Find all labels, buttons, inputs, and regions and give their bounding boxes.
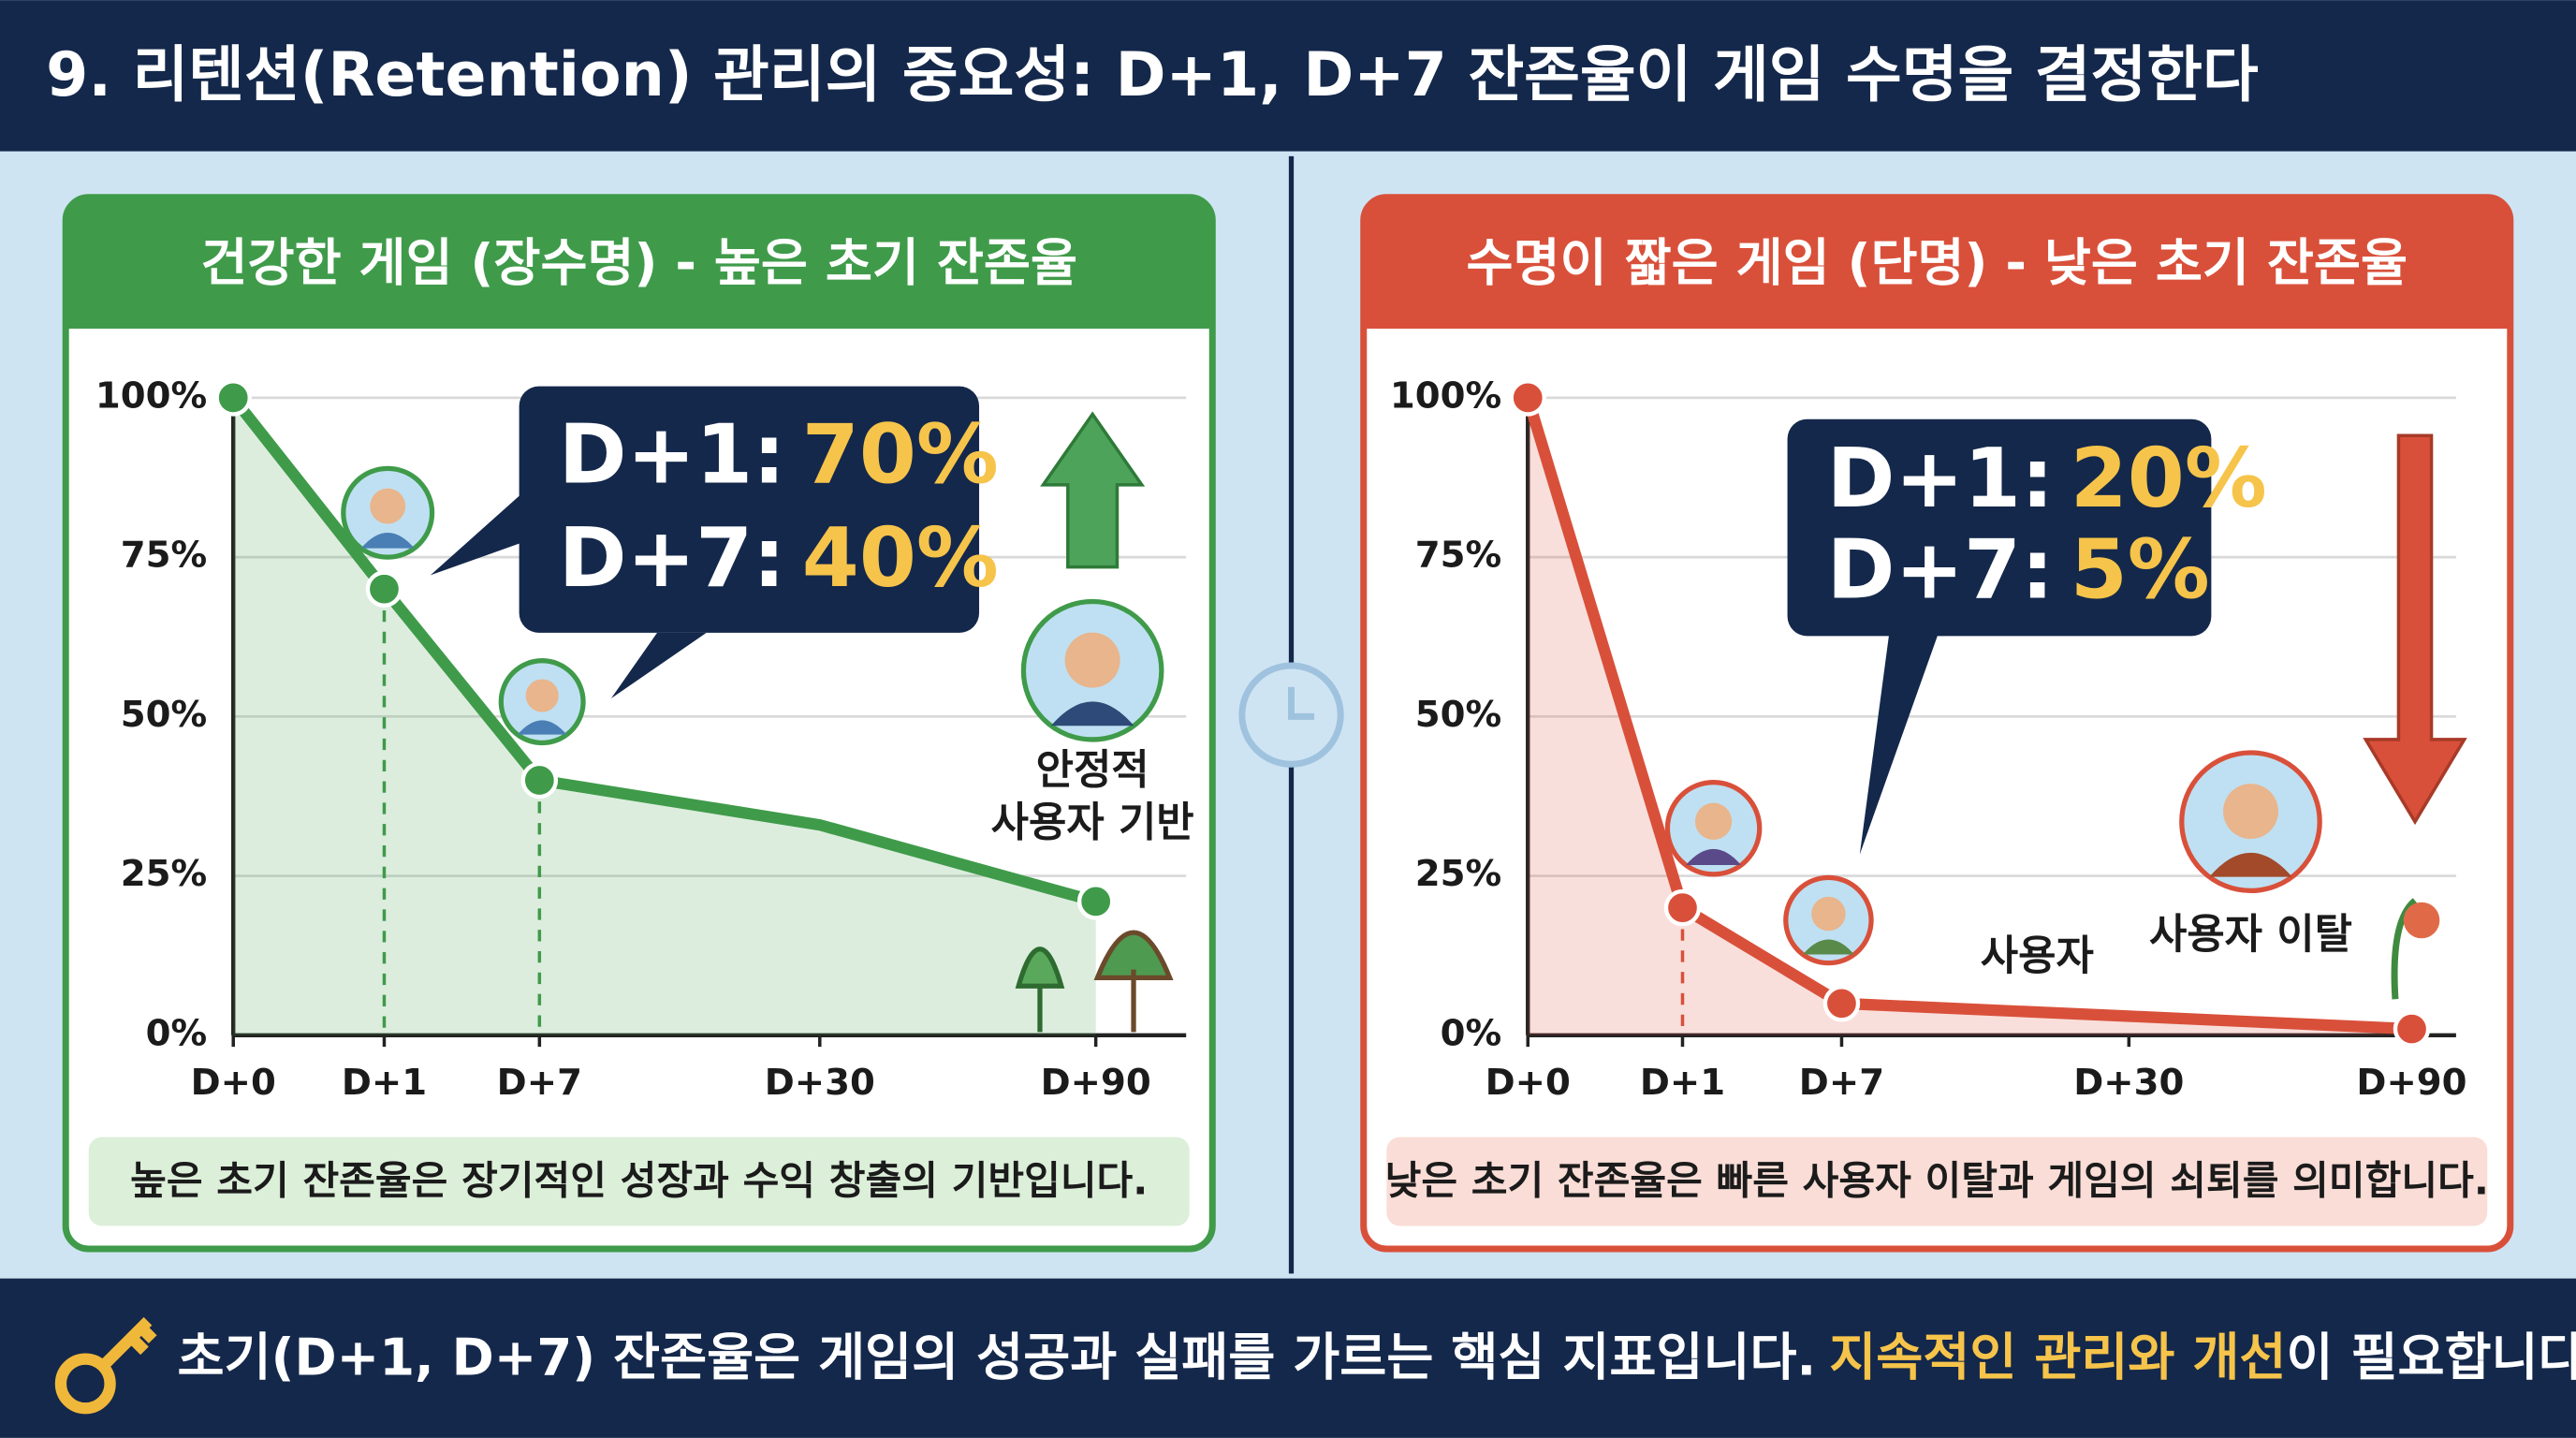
callout-label: D+1:	[1827, 431, 2055, 526]
trend-arrow	[2363, 433, 2467, 826]
point	[1076, 883, 1115, 920]
y-tick-label: 50%	[121, 694, 207, 736]
person-head	[1694, 802, 1733, 840]
x-tick-label: D+90	[2356, 1062, 2466, 1104]
panel-title-band	[66, 197, 1213, 330]
clock-hands	[1288, 686, 1315, 720]
tree	[1093, 930, 1174, 1033]
point	[365, 570, 403, 608]
callout-line: D+7: 40%	[559, 510, 999, 606]
footer-tail: 이 필요합니다.	[2286, 1328, 2576, 1387]
y-tick-label: 0%	[146, 1012, 208, 1054]
callout-value: 40%	[802, 510, 999, 606]
callout-value: 20%	[2071, 431, 2267, 526]
footer-highlight: 지속적인 관리와 개선	[1829, 1328, 2286, 1387]
annotation: 안정적	[1036, 746, 1149, 794]
person-body	[2209, 852, 2292, 877]
annotation: 사용자	[1981, 932, 2094, 979]
panel-title-band	[1363, 197, 2510, 330]
area-fill	[1528, 397, 2412, 1035]
person-body	[360, 533, 415, 549]
footer-main: 초기(D+1, D+7) 잔존율은 게임의 성공과 실패를 가르는 핵심 지표입…	[178, 1328, 1817, 1387]
person-head	[525, 679, 559, 712]
callout-value: 70%	[802, 406, 999, 502]
chart-note: 낮은 초기 잔존율은 빠른 사용자 이탈과 게임의 쇠퇴를 의미합니다.	[1385, 1157, 2489, 1203]
callout-tail	[1859, 632, 1939, 855]
person-body	[517, 720, 567, 735]
x-tick-label: D+1	[1640, 1062, 1725, 1104]
x-tick-label: D+90	[1041, 1062, 1151, 1104]
area-fill	[233, 397, 1096, 1035]
wilted-flower	[2391, 898, 2418, 1000]
chart-title: 수명이 짧은 게임 (단명) - 낮은 초기 잔존율	[1467, 234, 2408, 293]
x-tick-label: D+30	[2073, 1062, 2184, 1104]
person-head	[2223, 784, 2278, 840]
point	[214, 379, 252, 417]
point	[1822, 985, 1861, 1022]
footer-text: 초기(D+1, D+7) 잔존율은 게임의 성공과 실패를 가르는 핵심 지표입…	[178, 1328, 2576, 1387]
y-tick-label: 100%	[95, 374, 207, 417]
note-box	[1386, 1137, 2488, 1226]
callout-line: D+1: 70%	[559, 406, 999, 502]
tree	[1015, 946, 1065, 1033]
x-tick-label: D+7	[1799, 1062, 1884, 1104]
callout-label: D+7:	[559, 510, 786, 606]
point	[520, 761, 559, 800]
callout-box	[519, 386, 980, 633]
callout-line: D+7: 5%	[1827, 521, 2210, 617]
callout-line: D+1: 20%	[1827, 431, 2267, 526]
point	[1509, 379, 1546, 417]
person-body	[1686, 848, 1742, 866]
footer-band	[0, 1278, 2576, 1438]
person-head	[1811, 896, 1846, 932]
point	[2393, 1010, 2431, 1048]
trend-arrow	[1040, 411, 1146, 569]
x-tick-label: D+0	[1486, 1062, 1571, 1104]
person-head	[1064, 632, 1120, 688]
x-tick-label: D+1	[342, 1062, 427, 1104]
chart-note: 높은 초기 잔존율은 장기적인 성장과 수익 창출의 기반입니다.	[130, 1157, 1148, 1203]
header-band	[0, 0, 2576, 152]
callout-value: 5%	[2071, 521, 2210, 617]
key-icon	[54, 1316, 157, 1415]
callout-label: D+7:	[1827, 521, 2055, 617]
x-tick-label: D+30	[765, 1062, 875, 1104]
chart-title: 건강한 게임 (장수명) - 높은 초기 잔존율	[200, 234, 1076, 293]
y-tick-label: 75%	[121, 535, 207, 577]
y-tick-label: 50%	[1415, 694, 1501, 736]
callout-label: D+1:	[559, 406, 786, 502]
callout-tail	[430, 492, 523, 576]
person-body	[1050, 701, 1134, 726]
y-tick-label: 0%	[1441, 1012, 1502, 1054]
point	[1663, 888, 1702, 927]
annotation: 사용자 이탈	[2149, 911, 2352, 959]
y-tick-label: 25%	[1415, 853, 1501, 895]
annotation: 사용자 기반	[991, 799, 1194, 846]
person-head	[370, 488, 406, 524]
flower	[2403, 902, 2440, 939]
x-tick-label: D+0	[191, 1062, 276, 1104]
person-body	[1803, 939, 1854, 955]
y-tick-label: 100%	[1390, 374, 1501, 417]
page-title: 9. 리텐션(Retention) 관리의 중요성: D+1, D+7 잔존율이…	[46, 40, 2259, 110]
y-tick-label: 25%	[121, 853, 207, 895]
x-tick-label: D+7	[497, 1062, 582, 1104]
callout-tail	[610, 632, 707, 699]
callout-box	[1787, 418, 2212, 637]
y-tick-label: 75%	[1415, 535, 1501, 577]
note-box	[88, 1137, 1190, 1226]
